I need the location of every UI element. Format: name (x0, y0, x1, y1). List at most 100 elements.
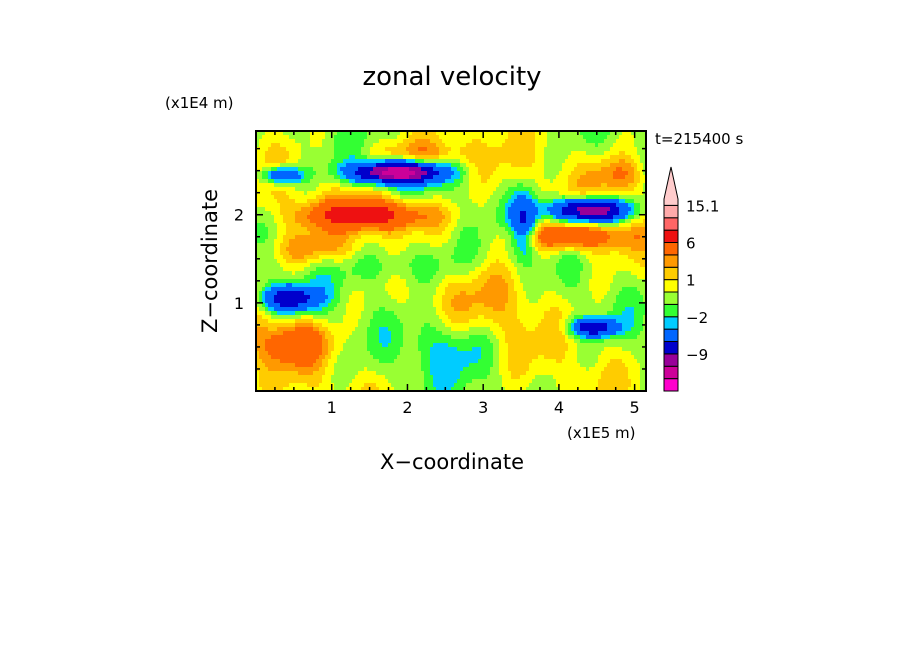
heatmap-cell (268, 223, 272, 228)
heatmap-cell (271, 131, 275, 136)
heatmap-cell (637, 171, 641, 176)
heatmap-cell (481, 279, 485, 284)
heatmap-cell (508, 247, 512, 252)
heatmap-cell (556, 135, 560, 140)
heatmap-cell (463, 183, 467, 188)
heatmap-cell (388, 191, 392, 196)
heatmap-cell (322, 243, 326, 248)
heatmap-cell (286, 159, 290, 164)
heatmap-cell (643, 151, 646, 156)
heatmap-cell (544, 167, 548, 172)
heatmap-cell (286, 271, 290, 276)
heatmap-cell (328, 139, 332, 144)
heatmap-cell (619, 191, 623, 196)
heatmap-cell (445, 163, 449, 168)
heatmap-cell (532, 175, 536, 180)
heatmap-cell (460, 175, 464, 180)
heatmap-cell (364, 239, 368, 244)
heatmap-cell (265, 175, 269, 180)
heatmap-cell (403, 275, 407, 280)
heatmap-cell (637, 183, 641, 188)
heatmap-cell (325, 239, 329, 244)
heatmap-cell (304, 135, 308, 140)
heatmap-cell (541, 239, 545, 244)
heatmap-cell (439, 211, 443, 216)
heatmap-cell (304, 199, 308, 204)
heatmap-cell (379, 171, 383, 176)
heatmap-cell (259, 267, 263, 272)
heatmap-cell (304, 215, 308, 220)
heatmap-cell (460, 255, 464, 260)
heatmap-cell (607, 167, 611, 172)
heatmap-cell (337, 283, 341, 288)
heatmap-cell (496, 151, 500, 156)
heatmap-cell (391, 271, 395, 276)
heatmap-cell (448, 255, 452, 260)
heatmap-cell (403, 263, 407, 268)
heatmap-cell (532, 219, 536, 224)
heatmap-cell (292, 267, 296, 272)
heatmap-cell (559, 143, 563, 148)
heatmap-cell (520, 247, 524, 252)
heatmap-cell (358, 151, 362, 156)
heatmap-cell (268, 139, 272, 144)
heatmap-cell (562, 143, 566, 148)
heatmap-cell (274, 203, 278, 208)
heatmap-cell (427, 239, 431, 244)
heatmap-cell (607, 235, 611, 240)
heatmap-cell (511, 183, 515, 188)
heatmap-cell (520, 179, 524, 184)
heatmap-cell (418, 199, 422, 204)
heatmap-cell (358, 171, 362, 176)
heatmap-cell (448, 219, 452, 224)
heatmap-cell (394, 167, 398, 172)
heatmap-cell (532, 171, 536, 176)
heatmap-cell (442, 199, 446, 204)
heatmap-cell (610, 191, 614, 196)
heatmap-cell (625, 143, 629, 148)
heatmap-cell (535, 207, 539, 212)
heatmap-cell (310, 163, 314, 168)
heatmap-cell (430, 251, 434, 256)
heatmap-cell (364, 283, 368, 288)
heatmap-cell (484, 131, 488, 136)
heatmap-cell (463, 263, 467, 268)
heatmap-cell (328, 259, 332, 264)
heatmap-cell (436, 199, 440, 204)
heatmap-cell (307, 259, 311, 264)
heatmap-cell (373, 263, 377, 268)
heatmap-cell (268, 247, 272, 252)
heatmap-cell (415, 191, 419, 196)
heatmap-cell (466, 199, 470, 204)
heatmap-cell (472, 235, 476, 240)
heatmap-cell (451, 215, 455, 220)
heatmap-cell (475, 223, 479, 228)
heatmap-cell (385, 207, 389, 212)
heatmap-cell (397, 167, 401, 172)
heatmap-cell (508, 179, 512, 184)
heatmap-cell (562, 275, 566, 280)
heatmap-cell (484, 239, 488, 244)
heatmap-cell (301, 211, 305, 216)
heatmap-cell (343, 179, 347, 184)
heatmap-cell (388, 135, 392, 140)
heatmap-cell (352, 167, 356, 172)
heatmap-cell (379, 215, 383, 220)
heatmap-cell (424, 147, 428, 152)
heatmap-cell (325, 251, 329, 256)
heatmap-cell (340, 199, 344, 204)
heatmap-cell (394, 171, 398, 176)
heatmap-cell (358, 163, 362, 168)
heatmap-cell (346, 239, 350, 244)
heatmap-cell (370, 271, 374, 276)
heatmap-cell (274, 259, 278, 264)
heatmap-cell (529, 235, 533, 240)
heatmap-cell (538, 219, 542, 224)
heatmap-cell (592, 211, 596, 216)
heatmap-cell (325, 279, 329, 284)
heatmap-cell (298, 211, 302, 216)
heatmap-cell (625, 275, 629, 280)
heatmap-cell (346, 255, 350, 260)
heatmap-cell (472, 251, 476, 256)
heatmap-cell (487, 243, 491, 248)
